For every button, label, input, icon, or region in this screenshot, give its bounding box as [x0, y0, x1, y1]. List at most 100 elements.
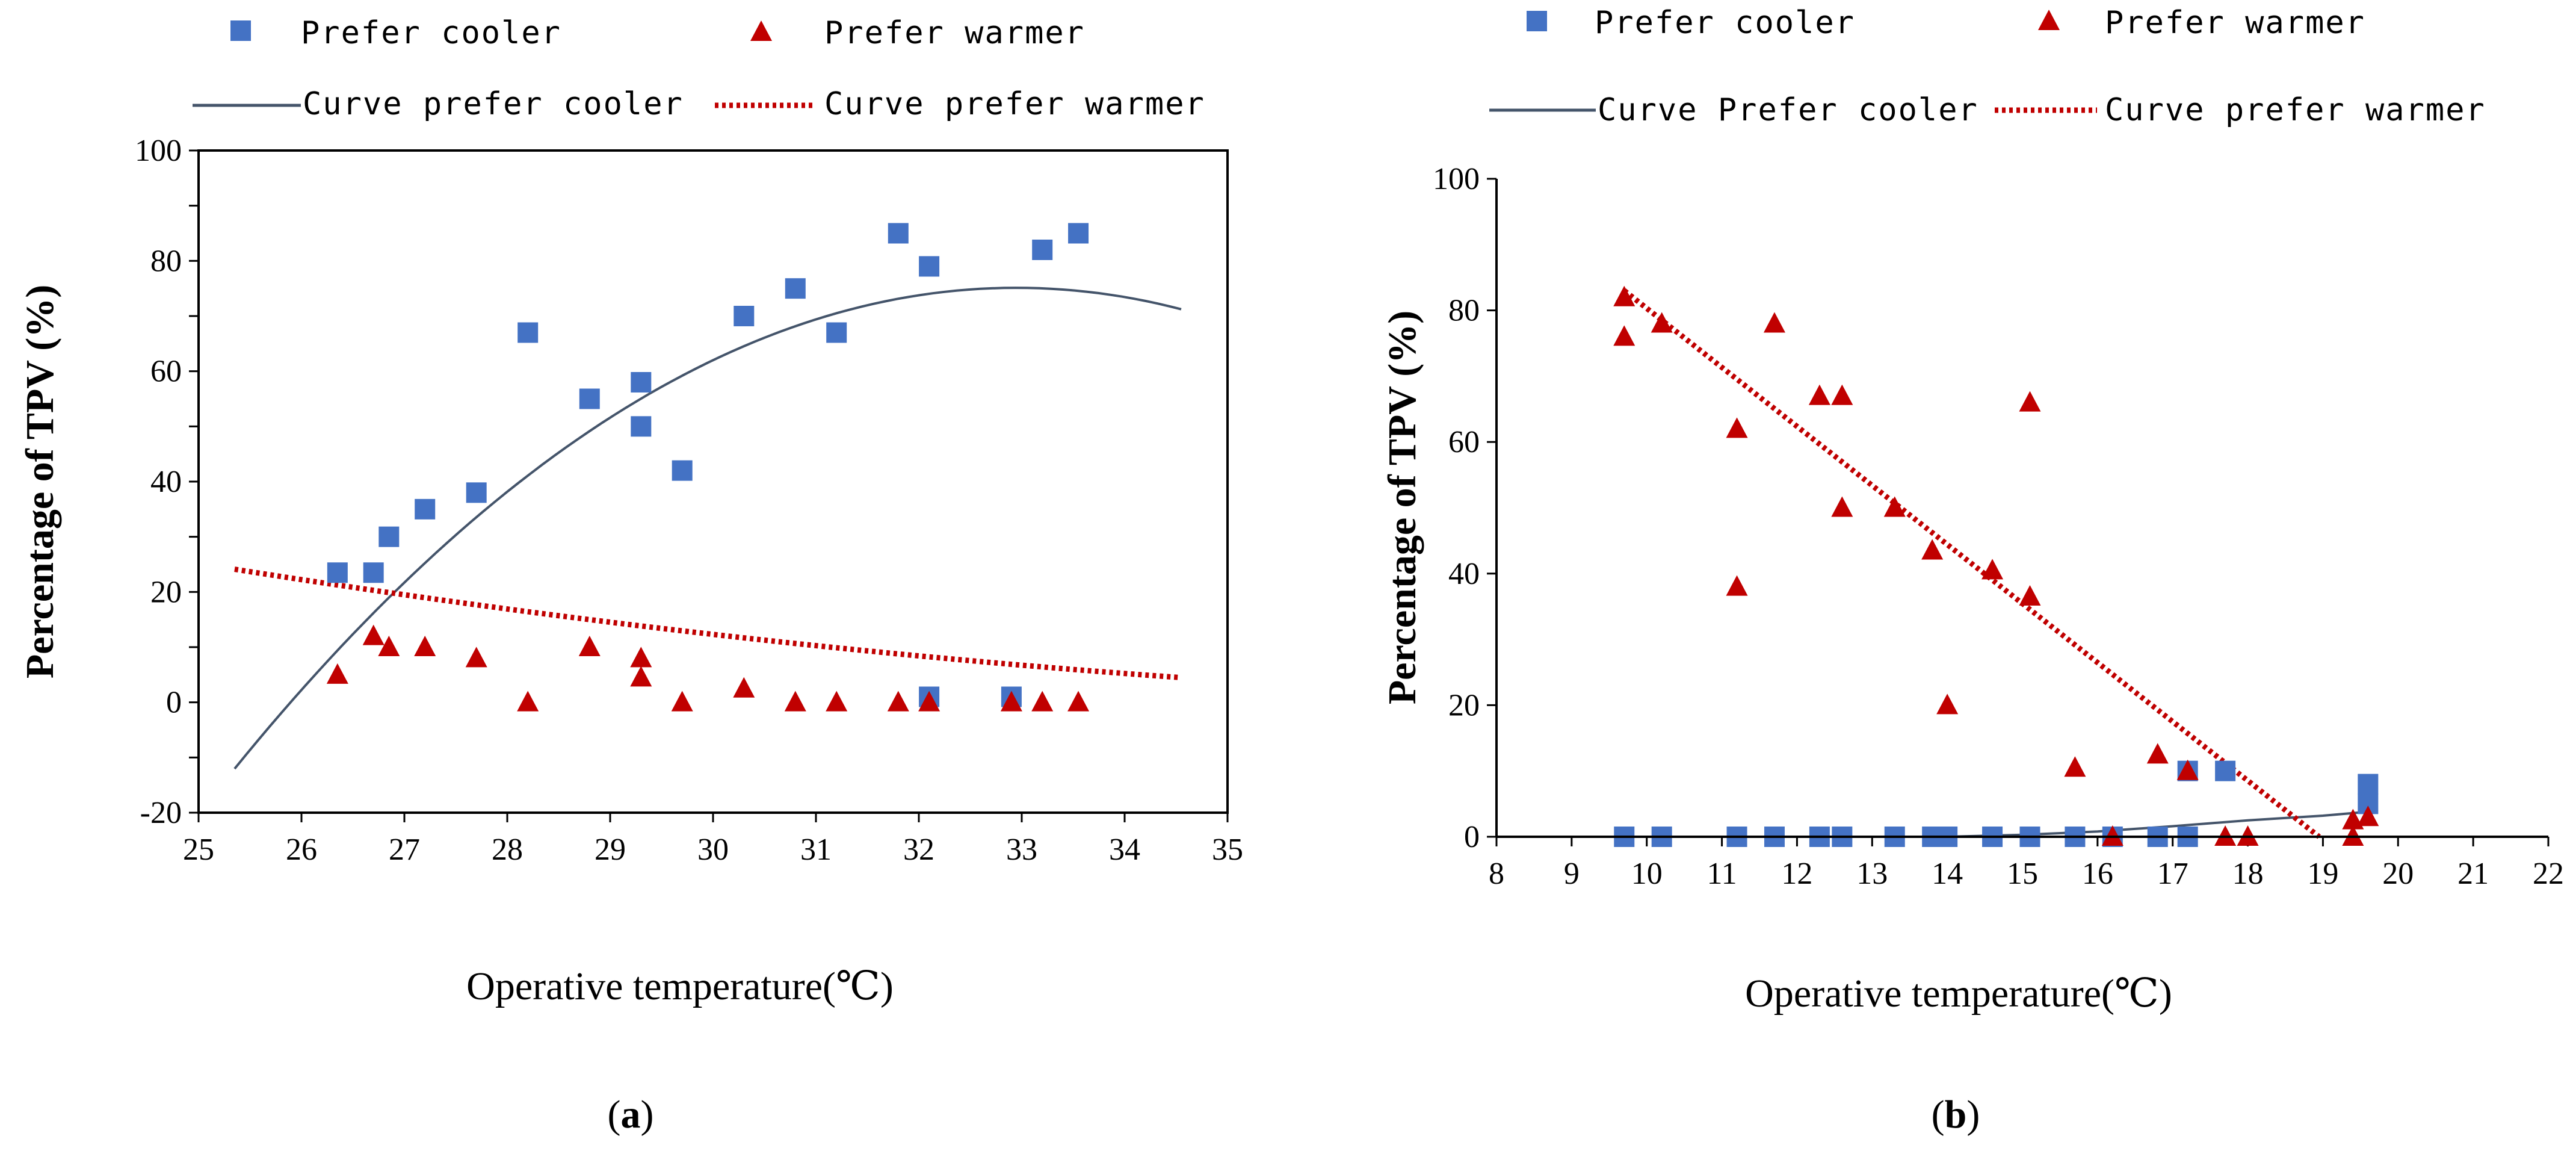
point-warmer-b-5: [1763, 312, 1785, 333]
curves-a: [233, 287, 1182, 770]
axes-b: 8 9 10 11 12 13 14 15 16 17 18 19 20 21 22 0 20 40 60 80 100: [1433, 162, 2564, 891]
x-tick-label-b-18: 18: [2232, 857, 2264, 891]
point-cooler-a-1: [363, 562, 384, 583]
point-warmer-b-4: [1726, 575, 1748, 596]
x-tick-label-b-20: 20: [2382, 857, 2414, 891]
y-axis-title-b: Percentage of TPV (%): [1380, 311, 1424, 704]
x-tick-label-b-10: 10: [1631, 857, 1663, 891]
curve-warmer-a: [234, 566, 1182, 681]
point-warmer-a-15: [1000, 690, 1022, 712]
point-warmer-b-23: [2357, 805, 2379, 827]
point-warmer-b-17: [2146, 743, 2169, 764]
x-tick-label-b-22: 22: [2533, 857, 2564, 891]
x-tick-label-a-34: 34: [1109, 833, 1140, 867]
point-warmer-b-9: [1883, 496, 1906, 517]
point-cooler-a-7: [631, 372, 652, 392]
x-tick-label-b-19: 19: [2307, 857, 2338, 891]
legend-a-curve-warmer-label: Curve prefer warmer: [824, 86, 1205, 122]
y-tick-label-b-20: 20: [1448, 688, 1480, 722]
x-tick-label-b-16: 16: [2082, 857, 2113, 891]
curve-cooler-a: [233, 287, 1182, 770]
y-tick-label-b-60: 60: [1448, 425, 1480, 459]
x-tick-label-b-9: 9: [1564, 857, 1580, 891]
point-cooler-a-13: [888, 223, 909, 244]
panel-a: Prefer cooler Prefer warmer Curve prefer…: [18, 15, 1243, 1137]
point-warmer-a-1: [362, 624, 385, 645]
x-axis-title-a: Operative temperature(℃): [466, 964, 894, 1008]
x-tick-label-a-32: 32: [903, 833, 934, 867]
legend-b-curve-cooler-label: Curve Prefer cooler: [1598, 92, 1978, 128]
axes-a: 25 26 27 28 29 30 31 32 33 34 35 -20 0 20 40 60 80 100: [135, 134, 1243, 867]
legend-a-cooler-marker: [230, 20, 251, 41]
legend-b-curve-warmer-label: Curve prefer warmer: [2105, 92, 2486, 128]
x-tick-label-a-25: 25: [183, 833, 214, 867]
point-warmer-a-9: [671, 690, 693, 712]
point-warmer-b-10: [1921, 539, 1944, 560]
x-tick-label-a-30: 30: [697, 833, 729, 867]
point-warmer-a-10: [733, 677, 755, 698]
point-cooler-a-9: [672, 460, 693, 481]
point-warmer-a-11: [784, 690, 806, 712]
x-tick-label-b-12: 12: [1781, 857, 1812, 891]
point-cooler-a-10: [734, 306, 755, 326]
x-tick-label-b-17: 17: [2157, 857, 2188, 891]
point-warmer-b-3: [1726, 417, 1748, 438]
point-cooler-b-18: [2358, 774, 2379, 795]
y-tick-label-b-80: 80: [1448, 294, 1480, 328]
x-axis-title-b: Operative temperature(℃): [1745, 972, 2172, 1016]
point-warmer-b-12: [1981, 559, 2004, 580]
point-warmer-b-11: [1936, 693, 1959, 715]
x-tick-label-b-15: 15: [2007, 857, 2038, 891]
point-warmer-a-3: [414, 636, 436, 656]
panel-b: Prefer cooler Prefer warmer Curve Prefer…: [1380, 5, 2564, 1137]
point-warmer-b-6: [1808, 384, 1830, 405]
x-tick-label-a-33: 33: [1006, 833, 1037, 867]
points-a: [326, 223, 1090, 712]
point-cooler-a-11: [785, 278, 806, 299]
point-cooler-a-2: [378, 526, 400, 547]
panel-label-b: (b): [1932, 1093, 1980, 1137]
x-tick-label-b-11: 11: [1707, 857, 1737, 891]
curve-warmer-b: [1622, 288, 2321, 839]
point-warmer-a-2: [378, 636, 400, 656]
x-tick-label-b-21: 21: [2457, 857, 2489, 891]
point-warmer-a-5: [517, 690, 539, 712]
point-warmer-b-18: [2176, 759, 2199, 780]
legend-a-warmer-marker: [750, 20, 772, 41]
legend-b-warmer-label: Prefer warmer: [2105, 5, 2365, 41]
y-tick-label-b-100: 100: [1433, 162, 1480, 196]
point-cooler-a-3: [415, 498, 436, 520]
y-tick-label-b-0: 0: [1464, 820, 1480, 854]
point-warmer-b-2: [1651, 312, 1673, 333]
point-warmer-b-13: [2019, 391, 2041, 412]
x-tick-label-a-28: 28: [492, 833, 523, 867]
point-warmer-a-16: [1031, 690, 1054, 712]
point-warmer-b-14: [2019, 585, 2041, 606]
point-warmer-a-14: [918, 690, 941, 712]
point-warmer-b-7: [1831, 384, 1853, 405]
x-tick-label-a-29: 29: [595, 833, 626, 867]
point-cooler-a-5: [517, 322, 539, 343]
legend-b-warmer-marker: [2038, 10, 2060, 30]
y-tick-label-b-40: 40: [1448, 557, 1480, 591]
y-tick-label-a-40: 40: [150, 465, 182, 499]
legend-b-cooler-marker: [1527, 11, 1547, 31]
x-tick-label-a-35: 35: [1212, 833, 1243, 867]
legend-a-cooler-label: Prefer cooler: [301, 15, 561, 51]
point-warmer-a-17: [1067, 690, 1090, 712]
point-cooler-a-17: [1032, 240, 1053, 260]
point-warmer-a-12: [826, 690, 848, 712]
y-axis-title-a: Percentage of TPV (%): [18, 285, 62, 678]
x-tick-label-b-8: 8: [1489, 857, 1504, 891]
x-tick-label-b-14: 14: [1932, 857, 1963, 891]
point-warmer-a-13: [887, 690, 909, 712]
point-warmer-a-0: [326, 663, 348, 684]
point-warmer-b-8: [1831, 496, 1853, 517]
point-warmer-a-7: [630, 647, 652, 668]
point-cooler-a-4: [466, 482, 487, 503]
x-tick-label-a-31: 31: [800, 833, 832, 867]
legend-a: Prefer cooler Prefer warmer Curve prefer…: [193, 15, 1205, 122]
point-cooler-a-6: [579, 388, 600, 409]
point-cooler-b-16: [2215, 760, 2236, 781]
